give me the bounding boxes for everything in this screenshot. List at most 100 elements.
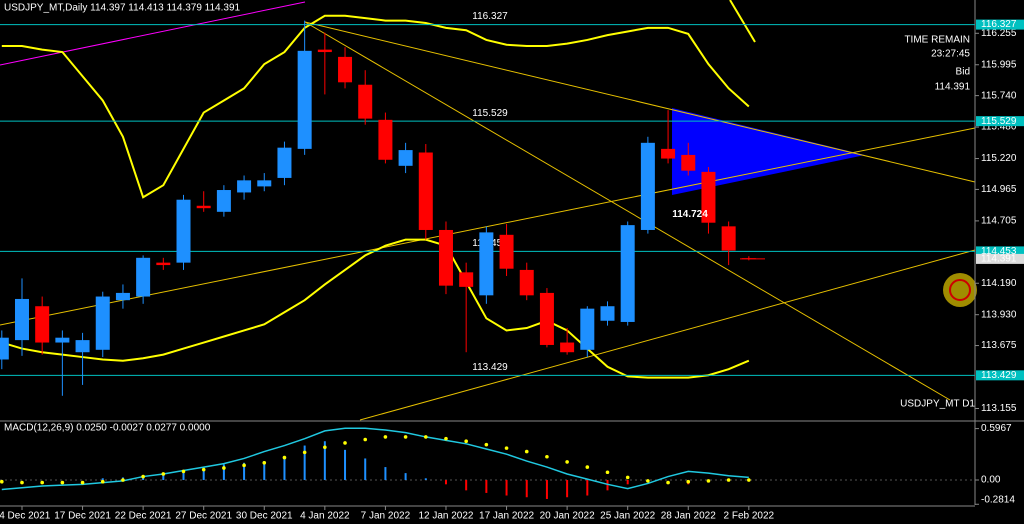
candle-body [358,84,373,119]
bid-label: Bid [956,67,970,78]
level-label: 116.327 [472,11,508,22]
signal-icon [949,279,971,301]
signal-dot [666,480,670,485]
candle-body [620,225,635,322]
signal-dot [726,478,731,482]
x-tick-label: 7 Jan 2022 [361,511,411,522]
candle-body [156,262,171,266]
macd-bar [505,480,508,496]
candle-body [539,292,554,345]
macd-title: MACD(12,26,9) 0.0250 -0.0027 0.0277 0.00… [4,423,211,434]
y-tick-label: 115.740 [981,90,1017,101]
signal-dot [80,480,85,485]
candle-body [75,340,90,353]
signal-dot [40,480,44,485]
candle-body [640,142,655,230]
macd-bar [323,441,326,481]
y-tick-label: 114.965 [981,184,1017,195]
candle-body [398,150,413,166]
signal-dot [222,466,226,470]
trend-line [0,127,976,326]
candle-body [499,234,514,269]
level-box [976,19,1024,30]
candle-body [115,292,130,301]
candle-body [14,298,29,341]
signal-dot [161,472,166,476]
macd-bar [586,480,589,496]
candle-body [378,119,393,160]
candle-body [216,190,231,212]
y-tick-label: 115.995 [981,59,1017,70]
signal-dot [363,437,368,442]
candle-body [317,49,332,53]
x-tick-label: 30 Dec 2021 [236,511,293,522]
signal-dot [686,479,691,484]
signal-dot [343,441,347,445]
signal-dot [201,467,206,472]
level-box [976,246,1024,257]
y-tick-label: 0.5967 [981,423,1012,434]
candle-body [519,269,534,296]
signal-dot [302,450,307,455]
candle-body [600,306,615,321]
x-tick-label: 17 Jan 2022 [479,511,534,522]
candle-body [438,229,453,286]
y-tick-label: 116.255 [981,28,1017,39]
signal-dot [100,479,105,484]
signal-dot [484,442,489,447]
macd-bar [566,480,569,498]
signal-dot [605,470,610,475]
macd-bar [626,480,629,485]
signal-dot [504,446,509,450]
candle-body [237,180,252,193]
macd-bar [222,464,225,481]
x-tick-label: 20 Jan 2022 [540,511,595,522]
macd-bar [243,462,246,481]
candle-body [176,199,191,263]
signal-dot [0,479,4,484]
signal-dot [423,435,428,439]
level-box [976,370,1024,381]
signal-dot [545,454,549,459]
candle-body [560,342,575,353]
trend-line [304,21,976,183]
candle-body [277,147,292,178]
signal-dot [747,478,751,482]
triangle-pattern [672,108,865,195]
macd-bar [202,467,205,481]
band-line [1,14,750,199]
bid-box-label: 114.391 [981,254,1017,265]
time-label: TIME REMAIN [904,35,970,46]
candle-body [580,308,595,350]
candle-body [136,257,151,297]
macd-bar [384,467,387,481]
signal-dot [121,478,125,482]
y-tick-label: 113.930 [981,309,1017,320]
x-tick-label: 14 Dec 2021 [0,511,51,522]
candle-body [479,232,494,296]
candle-body [721,226,736,251]
candle-body [681,154,696,171]
bid-price: 114.391 [935,82,971,93]
x-tick-label: 17 Dec 2021 [54,511,111,522]
signal-dot [585,465,590,469]
macd-bar [162,473,165,481]
candle-body [55,337,70,343]
signal-dot [565,460,569,464]
signal-dot [60,480,65,485]
x-tick-label: 22 Dec 2021 [115,511,172,522]
macd-bar [283,455,286,481]
candle-body [35,306,50,343]
candle-body [661,148,676,159]
level-box-label: 115.529 [981,116,1017,127]
candle-body [297,50,312,149]
candle-body [196,205,211,209]
trend-line [304,21,951,401]
y-tick-label: 113.155 [981,403,1017,414]
candle-body [0,337,9,360]
price-annotation: 114.724 [672,209,708,220]
macd-bar [545,480,548,499]
signal-dot [706,479,711,483]
